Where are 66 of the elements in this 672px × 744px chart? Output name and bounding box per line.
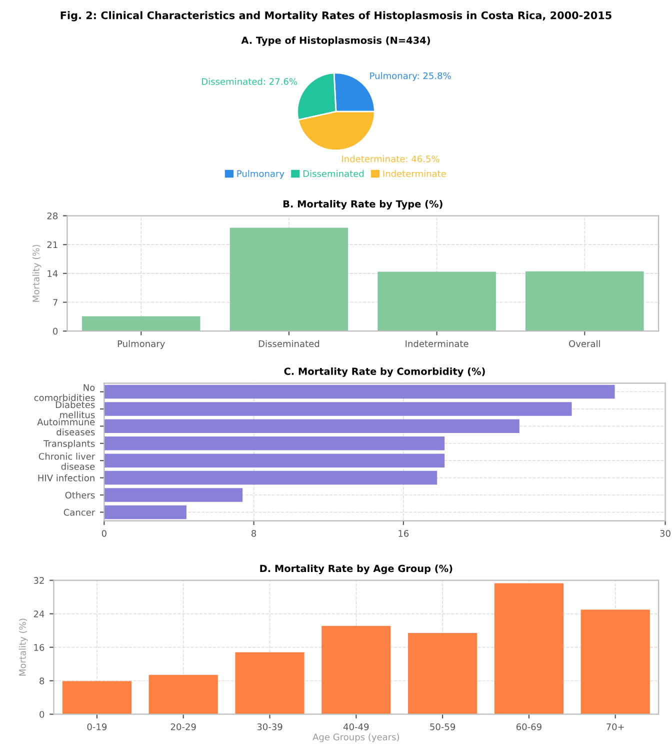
- bar: [494, 583, 564, 714]
- chart-title: B. Mortality Rate by Type (%): [283, 200, 442, 210]
- bar: [104, 470, 438, 485]
- y-tick-label: Autoimmune diseases: [37, 418, 95, 436]
- y-tick-label: Diabetes mellitus: [56, 401, 95, 418]
- x-tick-label: 30: [660, 530, 670, 537]
- y-tick-label: 32: [34, 577, 44, 584]
- y-tick-label: 8: [40, 677, 44, 684]
- x-tick-label: 0: [102, 530, 106, 537]
- bar: [104, 436, 445, 450]
- bar: [235, 652, 304, 714]
- x-tick-label: 50-59: [430, 723, 456, 730]
- y-tick-label: Others: [65, 492, 95, 499]
- y-tick-label: HIV infection: [38, 474, 94, 482]
- bar: [104, 488, 243, 502]
- bar: [104, 402, 572, 416]
- legend-label: Indeterminate: [383, 170, 446, 178]
- y-tick-label: 7: [53, 299, 58, 306]
- bar: [104, 384, 615, 399]
- chart-title: D. Mortality Rate by Age Group (%): [260, 564, 452, 574]
- x-tick-label: 16: [398, 530, 409, 537]
- chart-title: C. Mortality Rate by Comorbidity (%): [284, 367, 485, 377]
- y-tick-label: 28: [47, 212, 58, 220]
- x-tick-label: 40-49: [343, 723, 369, 730]
- bar: [378, 272, 496, 332]
- bar: [322, 626, 391, 714]
- legend-label: Pulmonary: [237, 170, 284, 179]
- y-tick-label: 0: [53, 328, 58, 335]
- y-tick-label: No comorbidities: [34, 384, 95, 402]
- y-axis-title: Mortality (%): [18, 618, 28, 676]
- y-tick-label: Cancer: [64, 508, 96, 516]
- data-label: Disseminated: 27.6%: [202, 78, 298, 85]
- y-tick-label: 21: [47, 241, 58, 248]
- y-tick-label: Chronic liver disease: [38, 452, 96, 470]
- bar: [104, 454, 445, 468]
- y-tick-label: Transplants: [44, 440, 95, 449]
- bar: [230, 228, 348, 332]
- chart-title: A. Type of Histoplasmosis (N=434): [241, 36, 430, 46]
- y-tick-label: 0: [40, 710, 44, 718]
- x-tick-label: 30-39: [257, 723, 282, 730]
- bar: [148, 674, 218, 714]
- bar: [104, 419, 520, 434]
- bar: [62, 681, 132, 714]
- legend-label: Disseminated: [303, 170, 364, 178]
- x-tick-label: Overall: [569, 340, 600, 348]
- y-tick-label: 14: [48, 270, 58, 277]
- x-tick-label: 8: [252, 530, 256, 537]
- x-tick-label: Pulmonary: [118, 340, 165, 349]
- x-tick-label: Indeterminate: [406, 340, 468, 348]
- x-tick-label: 0-19: [87, 723, 107, 730]
- y-tick-label: 16: [34, 644, 44, 651]
- y-axis-title: Mortality (%): [32, 244, 42, 302]
- x-tick-label: Disseminated: [258, 340, 320, 348]
- bar: [408, 633, 478, 714]
- bar: [526, 271, 644, 332]
- x-tick-label: 60-69: [516, 723, 542, 730]
- x-tick-label: 20-29: [170, 723, 196, 730]
- bar: [580, 610, 650, 714]
- y-tick-label: 24: [34, 610, 44, 618]
- caption: Fig. 2: Clinical Characteristics and Mortality Rates of Histoplasmosis in Costa Rica, 2000-2015: [60, 11, 612, 22]
- data-label: Pulmonary: 25.8%: [370, 72, 451, 81]
- x-tick-label: 70+: [606, 723, 624, 730]
- x-axis-title: Age Groups (years): [312, 733, 400, 742]
- bar: [82, 316, 200, 332]
- bar: [104, 505, 186, 520]
- data-label: Indeterminate: 46.5%: [342, 155, 440, 162]
